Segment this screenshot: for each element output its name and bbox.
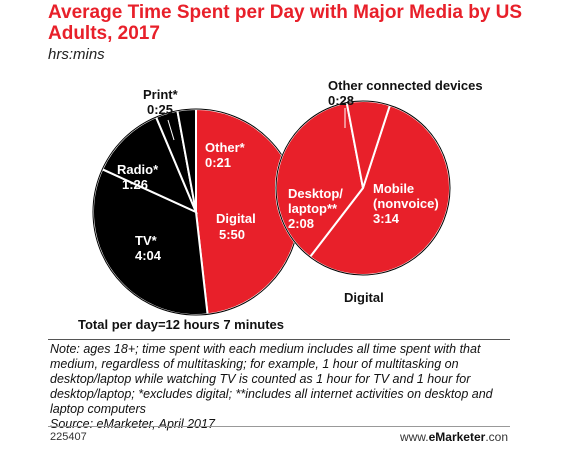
label-print: Print* (143, 87, 179, 102)
digital-pie (275, 100, 451, 276)
note-block: Note: ages 18+; time spent with each med… (50, 342, 512, 432)
note-text: Note: ages 18+; time spent with each med… (50, 342, 493, 416)
note-divider (48, 339, 510, 340)
value-digital: 5:50 (219, 227, 245, 242)
source-text: Source: eMarketer, April 2017 (50, 417, 215, 431)
main-pie (92, 107, 300, 316)
value-tv: 4:04 (135, 248, 162, 263)
footer: 225407 www.eMarketer.con (48, 426, 510, 449)
digital-outline (275, 100, 451, 276)
digital-pie-title: Digital (344, 290, 384, 305)
label-desktop-1: Desktop/ (288, 186, 343, 201)
label-tv: TV* (135, 233, 158, 248)
value-radio: 1:26 (122, 177, 148, 192)
value-other: 0:21 (205, 155, 231, 170)
total-per-day: Total per day=12 hours 7 minutes (78, 317, 285, 332)
label-mobile-2: (nonvoice) (373, 196, 439, 211)
value-print: 0:25 (147, 102, 173, 117)
chart-id: 225407 (50, 431, 87, 443)
chart-subtitle: hrs:mins (48, 46, 105, 63)
value-other-connected: 0:28 (328, 93, 354, 108)
label-desktop-2: laptop** (288, 201, 338, 216)
print-leader-line (167, 119, 175, 141)
label-other: Other* (205, 140, 246, 155)
chart-title: Average Time Spent per Day with Major Me… (48, 2, 523, 44)
brand-logo: www.eMarketer.con (399, 430, 508, 444)
label-other-connected: Other connected devices (328, 78, 483, 93)
value-mobile: 3:14 (373, 211, 400, 226)
label-mobile-1: Mobile (373, 181, 414, 196)
pie-charts: Print* 0:25 Other* 0:21 Radio* 1:26 Digi… (92, 78, 483, 316)
label-radio: Radio* (117, 162, 159, 177)
value-desktop: 2:08 (288, 216, 314, 231)
label-digital: Digital (216, 211, 256, 226)
